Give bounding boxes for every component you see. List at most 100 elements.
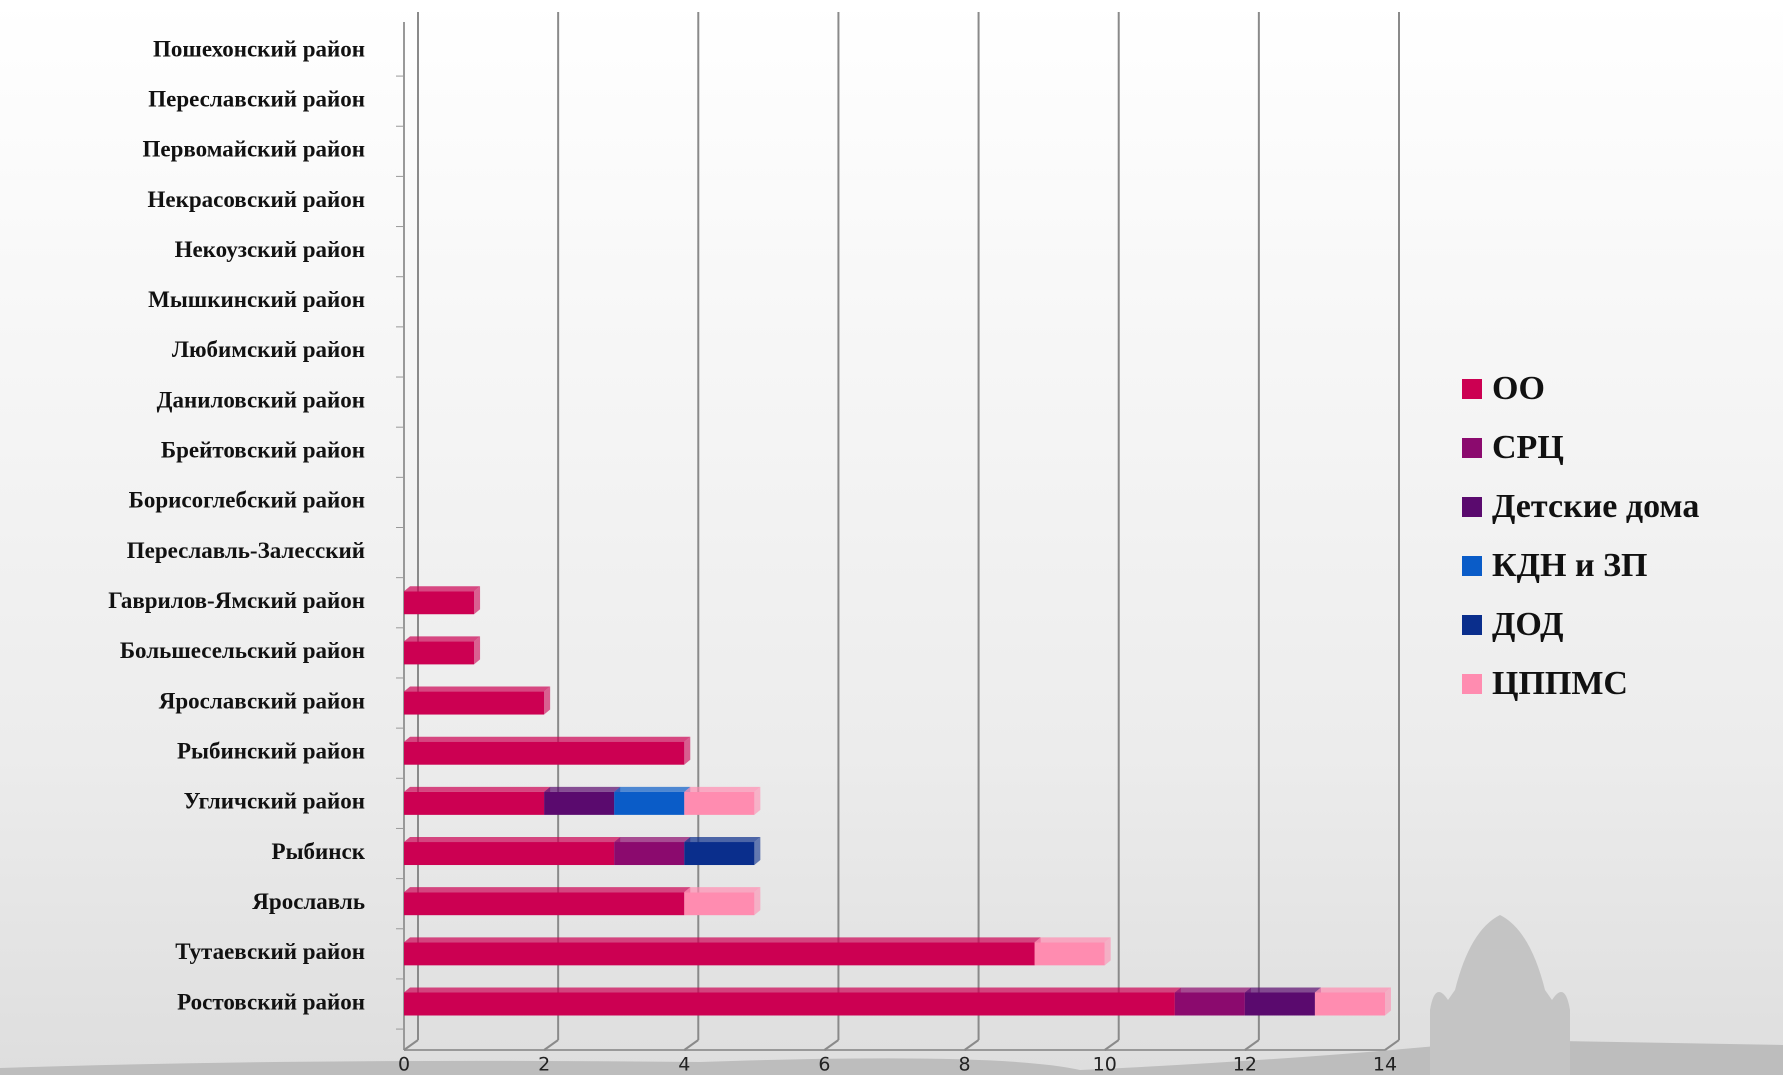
bar-face	[404, 942, 1035, 966]
bar-face	[404, 741, 685, 765]
bar-face	[404, 992, 1175, 1016]
x-tick	[543, 1039, 559, 1051]
bar-face	[404, 691, 545, 715]
category-label: Гаврилов-Ямский район	[108, 588, 365, 613]
legend-swatch	[1462, 615, 1482, 635]
bar-face	[474, 586, 481, 615]
legend-label: Детские дома	[1492, 488, 1699, 525]
legend-label: СРЦ	[1492, 429, 1564, 466]
bar-face	[684, 842, 755, 866]
x-tick	[1384, 1039, 1400, 1051]
bar-face	[1104, 937, 1111, 966]
bar-segment	[404, 686, 551, 715]
x-tick	[683, 1039, 699, 1051]
bar-face	[404, 892, 685, 916]
bar-face	[544, 686, 551, 715]
legend-swatch	[1462, 438, 1482, 458]
bar-segment	[614, 786, 691, 815]
bar-face	[1174, 987, 1251, 993]
category-label: Ярославский район	[159, 688, 365, 713]
bar-face	[404, 791, 545, 815]
background-ground	[0, 1040, 1783, 1075]
bar-face	[544, 791, 615, 815]
bar-segment	[404, 887, 691, 916]
bar-face	[404, 641, 475, 665]
bar-face	[404, 842, 615, 866]
category-label: Мышкинский район	[148, 287, 365, 312]
legend-label: КДН и ЗП	[1492, 547, 1647, 584]
bar-face	[404, 591, 475, 615]
category-label: Ростовский район	[177, 989, 365, 1014]
bar-face	[614, 842, 685, 866]
bar-segment	[1174, 987, 1251, 1016]
bar-face	[1174, 992, 1245, 1016]
category-label: Борисоглебский район	[129, 488, 365, 513]
category-label: Брейтовский район	[161, 438, 365, 463]
background-church	[1430, 915, 1570, 1075]
bar-face	[1314, 992, 1385, 1016]
category-label: Некоузский район	[175, 237, 365, 262]
bar-face	[1385, 987, 1391, 1016]
legend-label: ДОД	[1492, 606, 1564, 643]
category-label: Рыбинск	[272, 839, 366, 864]
legend-swatch	[1462, 497, 1482, 517]
bar-segment	[1314, 987, 1391, 1016]
x-tick	[1244, 1039, 1260, 1051]
bar-face	[1244, 992, 1315, 1016]
bar-face	[754, 837, 761, 866]
bar-segment	[544, 786, 621, 815]
bar-face	[474, 636, 481, 665]
bar-segment	[404, 736, 691, 765]
bar-face	[754, 887, 761, 916]
category-label: Даниловский район	[157, 387, 365, 412]
x-tick-label: 14	[1373, 1054, 1397, 1075]
category-label: Ярославль	[252, 889, 365, 914]
legend-swatch	[1462, 556, 1482, 576]
bar-face	[404, 837, 621, 843]
bar-face	[614, 837, 691, 843]
bar-segment	[404, 586, 481, 615]
bar-segment	[404, 937, 1041, 966]
category-label: Угличский район	[184, 789, 365, 814]
bar-face	[684, 736, 691, 765]
bar-face	[684, 786, 761, 792]
bar-face	[684, 791, 755, 815]
category-label: Тутаевский район	[175, 939, 365, 964]
bar-segment	[404, 786, 551, 815]
bar-face	[754, 786, 761, 815]
legend-label: ОО	[1492, 370, 1545, 407]
x-tick-label: 2	[538, 1054, 550, 1075]
bar-face	[684, 887, 761, 893]
bar-face	[404, 937, 1041, 943]
x-tick	[1104, 1039, 1120, 1051]
category-label: Переславский район	[148, 86, 365, 111]
bar-face	[1314, 987, 1391, 993]
legend-label: ЦППМС	[1492, 665, 1628, 702]
category-label: Рыбинский район	[177, 738, 365, 763]
bar-face	[404, 786, 551, 792]
bar-segment	[684, 786, 761, 815]
bar-segment	[404, 987, 1181, 1016]
bar-face	[1034, 942, 1105, 966]
bar-face	[404, 887, 691, 893]
bar-face	[614, 791, 685, 815]
bar-face	[544, 786, 621, 792]
bar-segment	[1034, 937, 1111, 966]
bar-segment	[1244, 987, 1321, 1016]
legend-swatch	[1462, 379, 1482, 399]
category-label: Пошехонский район	[153, 36, 365, 61]
x-tick-label: 10	[1093, 1054, 1117, 1075]
bar-face	[404, 636, 481, 642]
x-tick-label: 0	[398, 1054, 410, 1075]
bar-face	[404, 987, 1181, 993]
bar-segment	[684, 837, 761, 866]
category-label: Переславль-Залесский	[127, 538, 365, 563]
bar-face	[1244, 987, 1321, 993]
x-tick	[823, 1039, 840, 1051]
category-label: Первомайский район	[143, 137, 366, 162]
x-tick-label: 6	[818, 1054, 830, 1075]
bar-face	[614, 786, 691, 792]
bar-segment	[684, 887, 761, 916]
